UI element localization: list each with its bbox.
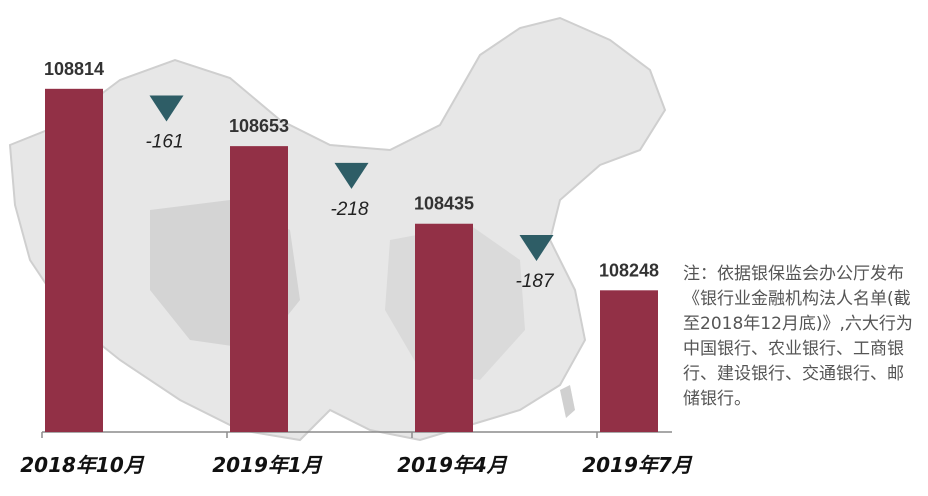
bar [600, 290, 658, 432]
x-tick-label: 2019年7月 [582, 453, 693, 477]
bar [45, 88, 103, 432]
change-label: -218 [330, 199, 368, 220]
x-tick-label: 2019年1月 [212, 453, 323, 477]
change-label: -161 [145, 131, 183, 152]
background-map [8, 16, 667, 442]
bar [415, 223, 473, 432]
plot-area: 108814 2018年10月 108653 2019年1月 108435 2019年4月… [20, 59, 693, 477]
bar-value-label: 108435 [414, 194, 474, 214]
source-note: 注：依据银保监会办公厅发布《银行业金融机构法人名单(截至2018年12月底)》,… [683, 264, 913, 409]
china-map-silhouette [8, 16, 667, 442]
x-tick-label: 2019年4月 [397, 453, 508, 477]
decrease-marker [149, 95, 184, 122]
decrease-marker [519, 235, 554, 262]
bar-value-label: 108653 [229, 116, 289, 136]
x-tick-label: 2018年10月 [20, 453, 144, 477]
bar-value-label: 108814 [44, 59, 104, 79]
bar-value-label: 108248 [599, 260, 659, 280]
decrease-marker [334, 162, 369, 189]
bar [230, 146, 288, 432]
map-island [560, 385, 575, 418]
change-label: -187 [515, 271, 554, 292]
